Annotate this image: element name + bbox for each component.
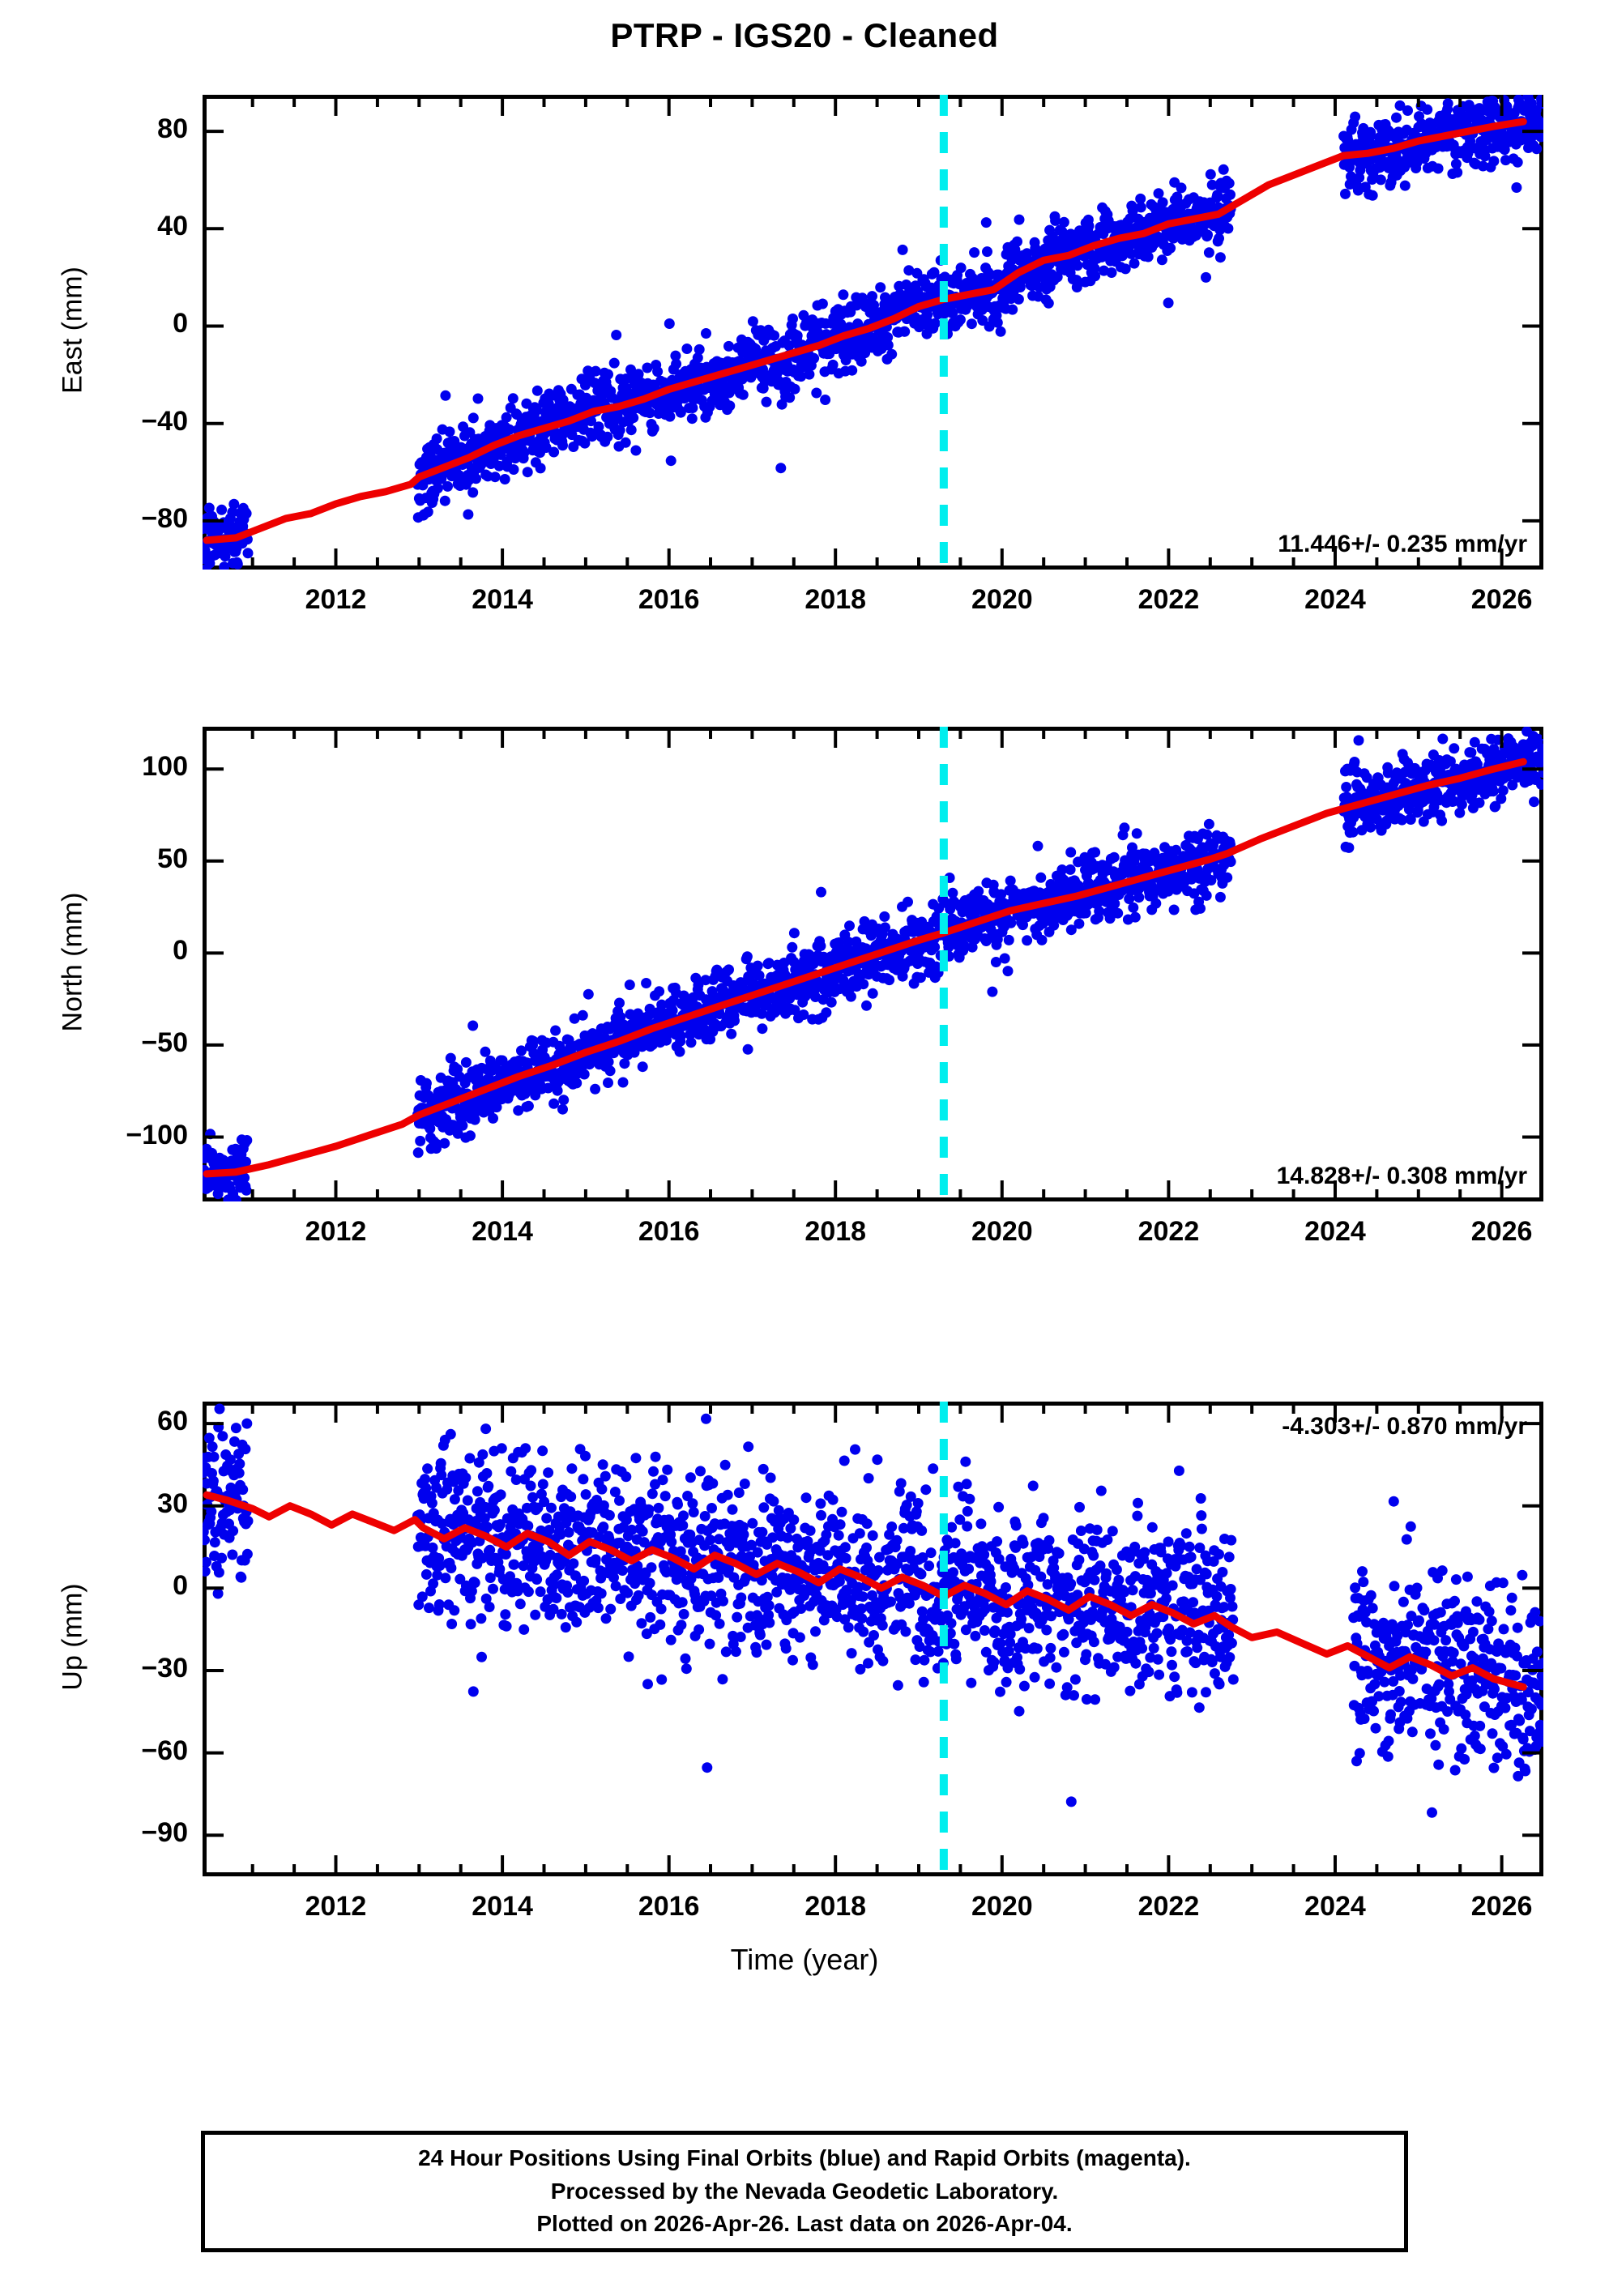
x-tick-label: 2024 xyxy=(1304,584,1366,615)
x-tick-label: 2022 xyxy=(1137,584,1200,615)
caption-line-3: Plotted on 2026-Apr-26. Last data on 202… xyxy=(536,2211,1073,2237)
y-tick-label: −30 xyxy=(141,1652,188,1684)
y-tick-label: 50 xyxy=(157,843,188,874)
x-tick-label: 2026 xyxy=(1470,584,1533,615)
x-tick-label: 2018 xyxy=(804,584,867,615)
x-tick-label: 2014 xyxy=(472,1216,533,1247)
y-tick-label: 100 xyxy=(142,751,188,783)
y-tick-label: 0 xyxy=(173,935,188,967)
y-tick-label: 0 xyxy=(173,308,188,339)
y-tick-label: −60 xyxy=(141,1735,188,1766)
caption-line-1: 24 Hour Positions Using Final Orbits (bl… xyxy=(418,2145,1191,2171)
data-points xyxy=(203,727,1543,1201)
caption-line-2: Processed by the Nevada Geodetic Laborat… xyxy=(550,2178,1059,2204)
trend-line xyxy=(203,758,1527,1178)
x-tick-label: 2020 xyxy=(971,584,1033,615)
y-tick-label: −90 xyxy=(141,1817,188,1849)
y-tick-label: 40 xyxy=(157,211,188,242)
x-tick-label: 2022 xyxy=(1137,1891,1200,1922)
x-tick-label: 2012 xyxy=(305,1216,367,1247)
tick-marks xyxy=(203,1402,1543,1876)
panel-north: 14.828+/- 0.308 mm/yr xyxy=(203,727,1543,1201)
x-tick-label: 2020 xyxy=(971,1216,1033,1247)
x-tick-label: 2016 xyxy=(638,1891,700,1922)
tick-marks xyxy=(203,727,1543,1201)
x-tick-label: 2022 xyxy=(1137,1216,1200,1247)
rate-annotation: 11.446+/- 0.235 mm/yr xyxy=(1278,531,1527,557)
y-tick-label: −40 xyxy=(141,405,188,437)
x-tick-label: 2018 xyxy=(804,1216,867,1247)
y-tick-label: −100 xyxy=(126,1119,188,1150)
caption-box: 24 Hour Positions Using Final Orbits (bl… xyxy=(201,2131,1408,2252)
x-tick-label: 2026 xyxy=(1470,1216,1533,1247)
y-tick-label: 30 xyxy=(157,1487,188,1519)
x-tick-label: 2018 xyxy=(804,1891,867,1922)
y-tick-label: −50 xyxy=(141,1026,188,1058)
plot-canvas xyxy=(203,95,1543,570)
plot-canvas xyxy=(203,727,1543,1201)
x-tick-label: 2014 xyxy=(472,584,533,615)
y-axis-label: Up (mm) xyxy=(57,1583,88,1691)
rate-annotation: 14.828+/- 0.308 mm/yr xyxy=(1276,1163,1527,1189)
y-tick-label: 0 xyxy=(173,1570,188,1602)
y-axis-label: North (mm) xyxy=(57,892,88,1032)
y-tick-label: 80 xyxy=(157,113,188,145)
x-tick-label: 2012 xyxy=(305,1891,367,1922)
tick-marks xyxy=(203,95,1543,570)
x-tick-label: 2012 xyxy=(305,584,367,615)
x-tick-label: 2020 xyxy=(971,1891,1033,1922)
y-tick-label: −80 xyxy=(141,502,188,534)
x-tick-label: 2016 xyxy=(638,1216,700,1247)
trend-line xyxy=(203,117,1527,544)
x-axis-label: Time (year) xyxy=(730,1943,879,1976)
panel-east: 11.446+/- 0.235 mm/yr xyxy=(203,95,1543,570)
plot-canvas xyxy=(203,1402,1543,1876)
x-tick-label: 2024 xyxy=(1304,1216,1366,1247)
y-axis-label: East (mm) xyxy=(57,267,88,394)
page-title: PTRP - IGS20 - Cleaned xyxy=(610,16,999,54)
data-points xyxy=(203,1403,1543,1818)
rate-annotation: -4.303+/- 0.870 mm/yr xyxy=(1282,1413,1527,1440)
x-tick-label: 2014 xyxy=(472,1891,533,1922)
y-tick-label: 60 xyxy=(157,1406,188,1437)
data-points xyxy=(203,95,1543,570)
x-tick-label: 2024 xyxy=(1304,1891,1366,1922)
panel-up: -4.303+/- 0.870 mm/yr xyxy=(203,1402,1543,1876)
x-tick-label: 2026 xyxy=(1470,1891,1533,1922)
x-tick-label: 2016 xyxy=(638,584,700,615)
trend-line xyxy=(203,1491,1527,1691)
